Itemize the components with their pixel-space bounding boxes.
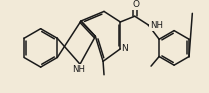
Text: N: N <box>121 44 128 53</box>
Text: NH: NH <box>150 21 163 30</box>
Text: NH: NH <box>73 65 85 73</box>
Text: O: O <box>132 0 139 9</box>
